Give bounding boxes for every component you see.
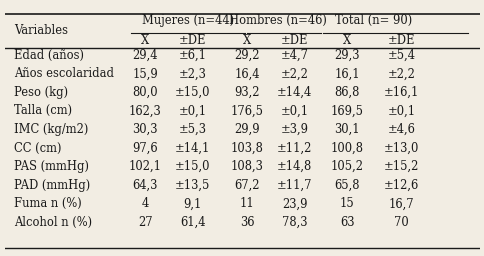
Text: 15,9: 15,9 (132, 67, 158, 80)
Text: Fuma n (%): Fuma n (%) (15, 197, 82, 210)
Text: 80,0: 80,0 (132, 86, 158, 99)
Text: 176,5: 176,5 (230, 104, 263, 118)
Text: 100,8: 100,8 (330, 142, 363, 155)
Text: 86,8: 86,8 (333, 86, 359, 99)
Text: 108,3: 108,3 (230, 160, 263, 173)
Text: ±13,5: ±13,5 (175, 179, 210, 192)
Text: Peso (kg): Peso (kg) (15, 86, 68, 99)
Text: 65,8: 65,8 (333, 179, 359, 192)
Text: ±13,0: ±13,0 (383, 142, 419, 155)
Text: ±11,2: ±11,2 (276, 142, 312, 155)
Text: ±6,1: ±6,1 (178, 49, 206, 62)
Text: ±5,4: ±5,4 (387, 49, 415, 62)
Text: 16,4: 16,4 (234, 67, 259, 80)
Text: ±14,8: ±14,8 (276, 160, 312, 173)
Text: Talla (cm): Talla (cm) (15, 104, 72, 118)
Text: 78,3: 78,3 (282, 216, 307, 229)
Text: X̅: X̅ (141, 34, 149, 47)
Text: X̅: X̅ (342, 34, 350, 47)
Text: CC (cm): CC (cm) (15, 142, 62, 155)
Text: ±12,6: ±12,6 (383, 179, 419, 192)
Text: 29,3: 29,3 (333, 49, 359, 62)
Text: IMC (kg/m2): IMC (kg/m2) (15, 123, 89, 136)
Text: Total (n= 90): Total (n= 90) (334, 14, 411, 27)
Text: ±15,2: ±15,2 (383, 160, 419, 173)
Text: 169,5: 169,5 (330, 104, 363, 118)
Text: ±16,1: ±16,1 (383, 86, 419, 99)
Text: ±4,7: ±4,7 (280, 49, 308, 62)
Text: 16,7: 16,7 (388, 197, 414, 210)
Text: 61,4: 61,4 (180, 216, 205, 229)
Text: PAD (mmHg): PAD (mmHg) (15, 179, 91, 192)
Text: Hombres (n=46): Hombres (n=46) (229, 14, 326, 27)
Text: 30,3: 30,3 (132, 123, 157, 136)
Text: 4: 4 (141, 197, 149, 210)
Text: 70: 70 (393, 216, 408, 229)
Text: ±DE: ±DE (281, 34, 308, 47)
Text: Edad (años): Edad (años) (15, 49, 84, 62)
Text: 29,2: 29,2 (234, 49, 259, 62)
Text: ±11,7: ±11,7 (276, 179, 312, 192)
Text: ±0,1: ±0,1 (387, 104, 415, 118)
Text: ±2,2: ±2,2 (387, 67, 415, 80)
Text: ±15,0: ±15,0 (175, 160, 210, 173)
Text: ±3,9: ±3,9 (280, 123, 308, 136)
Text: ±DE: ±DE (387, 34, 415, 47)
Text: ±15,0: ±15,0 (175, 86, 210, 99)
Text: 105,2: 105,2 (330, 160, 363, 173)
Text: ±14,1: ±14,1 (175, 142, 210, 155)
Text: 11: 11 (240, 197, 254, 210)
Text: ±4,6: ±4,6 (387, 123, 415, 136)
Text: 36: 36 (240, 216, 254, 229)
Text: PAS (mmHg): PAS (mmHg) (15, 160, 89, 173)
Text: Años escolaridad: Años escolaridad (15, 67, 114, 80)
Text: ±0,1: ±0,1 (280, 104, 308, 118)
Text: 16,1: 16,1 (333, 67, 359, 80)
Text: ±2,3: ±2,3 (178, 67, 206, 80)
Text: 29,4: 29,4 (132, 49, 157, 62)
Text: Mujeres (n=44): Mujeres (n=44) (141, 14, 233, 27)
Text: X̅: X̅ (242, 34, 251, 47)
Text: Alcohol n (%): Alcohol n (%) (15, 216, 92, 229)
Text: 30,1: 30,1 (333, 123, 359, 136)
Text: 29,9: 29,9 (234, 123, 259, 136)
Text: 103,8: 103,8 (230, 142, 263, 155)
Text: 15: 15 (339, 197, 354, 210)
Text: ±0,1: ±0,1 (178, 104, 206, 118)
Text: ±5,3: ±5,3 (178, 123, 206, 136)
Text: Variables: Variables (15, 24, 68, 37)
Text: ±DE: ±DE (179, 34, 206, 47)
Text: 67,2: 67,2 (234, 179, 259, 192)
Text: 64,3: 64,3 (132, 179, 157, 192)
Text: 23,9: 23,9 (282, 197, 307, 210)
Text: 102,1: 102,1 (128, 160, 161, 173)
Text: 27: 27 (137, 216, 152, 229)
Text: 162,3: 162,3 (128, 104, 161, 118)
Text: 63: 63 (339, 216, 354, 229)
Text: ±14,4: ±14,4 (276, 86, 312, 99)
Text: 97,6: 97,6 (132, 142, 158, 155)
Text: 93,2: 93,2 (234, 86, 259, 99)
Text: 9,1: 9,1 (183, 197, 201, 210)
Text: ±2,2: ±2,2 (280, 67, 308, 80)
